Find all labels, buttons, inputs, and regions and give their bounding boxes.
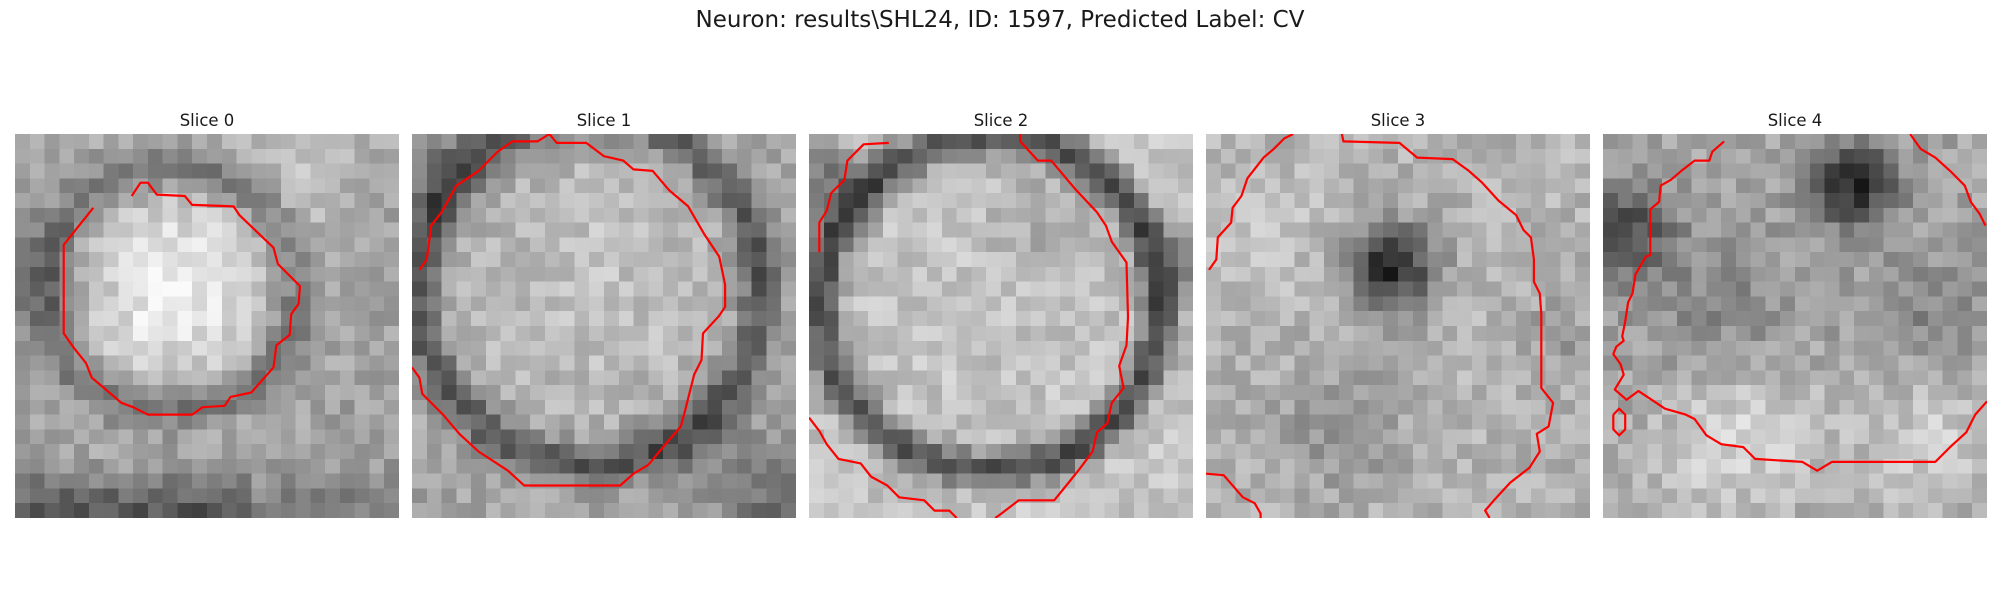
slice-1-contour-0 bbox=[412, 134, 727, 487]
slice-title: Slice 0 bbox=[179, 111, 235, 130]
slice-panel-3: Slice 3 bbox=[1206, 108, 1590, 518]
slice-3-figure bbox=[1206, 134, 1590, 518]
slice-0-figure bbox=[15, 134, 399, 518]
slice-2-contour-1 bbox=[994, 134, 1130, 518]
slice-1-image bbox=[412, 134, 796, 518]
slice-2-figure bbox=[809, 134, 1193, 518]
figure-title: Neuron: results\SHL24, ID: 1597, Predict… bbox=[695, 7, 1305, 33]
slice-panel-2: Slice 2 bbox=[809, 108, 1193, 518]
slice-1-pixel-grid bbox=[412, 134, 796, 518]
slice-2-image bbox=[809, 134, 1193, 518]
slice-4-contour-0 bbox=[1612, 140, 1987, 472]
slice-panel-0: Slice 0 bbox=[15, 108, 399, 518]
slice-2-contour-0 bbox=[818, 141, 889, 253]
slice-3-contour-0 bbox=[1208, 134, 1294, 271]
slice-3-contour-1 bbox=[1340, 134, 1555, 518]
slice-2-pixel-grid bbox=[809, 134, 1193, 518]
slice-4-contour-1 bbox=[1612, 407, 1627, 437]
slice-4-image bbox=[1603, 134, 1987, 518]
slice-0-image bbox=[15, 134, 399, 518]
slice-0-contour-0 bbox=[62, 181, 302, 416]
slice-3-pixel-grid bbox=[1206, 134, 1590, 518]
slice-title: Slice 4 bbox=[1767, 111, 1823, 130]
slice-4-pixel-grid bbox=[1603, 134, 1987, 518]
slice-1-figure bbox=[412, 134, 796, 518]
slice-3-contour-2 bbox=[1206, 472, 1262, 518]
slice-2-contour-2 bbox=[809, 416, 958, 518]
slice-4-figure bbox=[1603, 134, 1987, 518]
slice-3-image bbox=[1206, 134, 1590, 518]
slice-0-pixel-grid bbox=[15, 134, 399, 518]
slice-title: Slice 1 bbox=[576, 111, 632, 130]
slice-title: Slice 2 bbox=[973, 111, 1029, 130]
slice-panel-1: Slice 1 bbox=[412, 108, 796, 518]
slice-panel-4: Slice 4 bbox=[1603, 108, 1987, 518]
slice-4-contour-2 bbox=[1909, 134, 1987, 227]
slice-title: Slice 3 bbox=[1370, 111, 1426, 130]
